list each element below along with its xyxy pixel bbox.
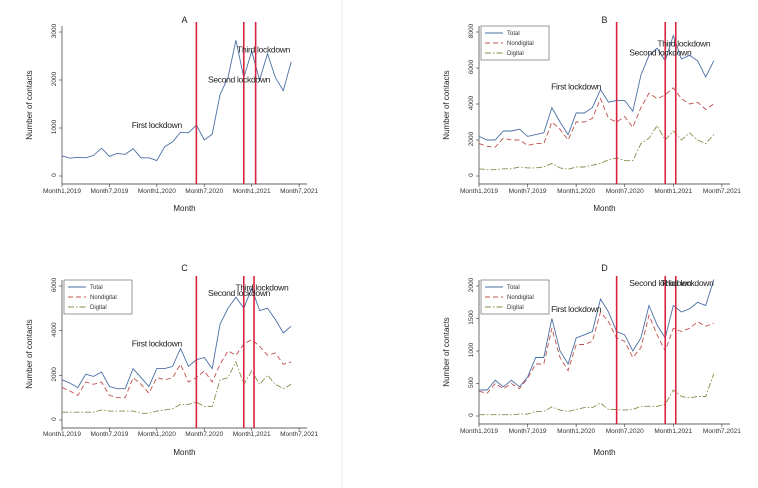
panel-background-bottom-right <box>424 252 758 488</box>
lockdown-annotation: Second lockdown <box>208 288 271 298</box>
x-tick-label: Month1,2021 <box>654 428 692 435</box>
x-tick-label: Month1,2020 <box>138 188 176 195</box>
charts-container: A 0 1000 2000 3000 Month1,2019 Month7,2019 Mont… <box>25 15 741 457</box>
y-tick-label: 1500 <box>468 310 475 325</box>
legend-label-nondigital: Nondigital <box>507 41 534 47</box>
lockdown-annotation: Second lockdown <box>629 47 692 57</box>
y-tick-label: 0 <box>468 173 475 177</box>
x-tick-label: Month7,2019 <box>509 188 547 195</box>
legend-box <box>480 279 550 315</box>
y-tick-label: 0 <box>51 173 58 177</box>
y-tick-label: 2000 <box>468 277 475 292</box>
lockdown-annotation: Third lockdown <box>235 282 289 292</box>
y-tick-label: 1000 <box>51 119 58 134</box>
panel-A: A 0 1000 2000 3000 Month1,2019 Month7,2019 Mont… <box>25 15 318 213</box>
lockdown-annotation: Second lockdown <box>629 278 692 288</box>
y-tick-label: 3000 <box>51 23 58 38</box>
panel-title: B <box>601 15 607 25</box>
series-line-total <box>478 34 715 141</box>
y-axis-title: Number of contacts <box>25 70 34 139</box>
legend-box <box>480 25 550 61</box>
series-line-nondigital <box>478 311 714 394</box>
x-tick-label: Month7,2021 <box>280 431 318 438</box>
lockdown-annotation: Third lockdown <box>657 38 711 48</box>
x-tick-label: Month7,2020 <box>185 188 223 195</box>
x-tick-label: Month7,2020 <box>606 428 644 435</box>
series-line-nondigital <box>61 339 292 399</box>
y-axis-title: Number of contacts <box>25 319 34 388</box>
y-tick-label: 2000 <box>51 367 58 382</box>
panel-title: A <box>181 15 187 25</box>
y-tick-label: 8000 <box>468 23 475 38</box>
legend-label-nondigital: Nondigital <box>507 295 534 301</box>
x-tick-label: Month1,2019 <box>460 428 498 435</box>
legend-label-total: Total <box>507 285 520 291</box>
series-line-digital <box>62 360 292 414</box>
x-tick-label: Month7,2020 <box>606 188 644 195</box>
legend-label-digital: Digital <box>507 305 524 311</box>
lockdown-annotation: Third lockdown <box>237 45 291 55</box>
y-tick-label: 6000 <box>51 277 58 292</box>
panel-D: D 0 500 1000 1500 2000 Month1,2019 Month7,2019 M… <box>442 263 741 457</box>
lockdown-annotation: Second lockdown <box>208 74 271 84</box>
x-axis-title: Month <box>173 448 195 457</box>
y-tick-label: 0 <box>468 413 475 417</box>
y-tick-label: 6000 <box>468 59 475 74</box>
series-line-total <box>479 279 715 391</box>
lockdown-annotation: First lockdown <box>551 304 602 314</box>
panel-background-bottom-left <box>0 252 340 488</box>
series-line-nondigital <box>478 87 715 148</box>
y-tick-label: 4000 <box>468 95 475 110</box>
series-line-total <box>61 286 292 390</box>
y-tick-label: 1000 <box>468 342 475 357</box>
panel-title: C <box>181 263 188 273</box>
x-tick-label: Month1,2020 <box>138 431 176 438</box>
panel-C: C 0 2000 4000 6000 Month1,2019 Month7,2019 Mont… <box>25 263 318 457</box>
y-tick-label: 4000 <box>51 322 58 337</box>
lockdown-annotation: First lockdown <box>551 82 602 92</box>
panel-B: B 0 2000 4000 6000 8000 Month1,2019 Month7,2019… <box>442 15 741 213</box>
lockdown-annotation: First lockdown <box>132 120 183 130</box>
legend-label-digital: Digital <box>507 51 524 57</box>
panel-background-top-left <box>0 0 340 236</box>
y-axis-title: Number of contacts <box>442 70 451 139</box>
series-line-total <box>61 40 292 162</box>
legend-label-total: Total <box>90 285 103 291</box>
x-tick-label: Month1,2019 <box>43 188 81 195</box>
y-tick-label: 500 <box>468 377 475 388</box>
x-axis-title: Month <box>593 448 615 457</box>
lockdown-annotation: Third lockdown <box>661 278 715 288</box>
x-tick-label: Month1,2020 <box>557 428 595 435</box>
series-line-digital <box>478 124 715 171</box>
panel-background-top-right <box>424 0 758 236</box>
y-axis-title: Number of contacts <box>442 317 451 386</box>
x-tick-label: Month7,2019 <box>509 428 547 435</box>
x-tick-label: Month7,2019 <box>90 431 128 438</box>
y-tick-label: 2000 <box>468 131 475 146</box>
y-tick-label: 0 <box>51 417 58 421</box>
y-tick-label: 2000 <box>51 71 58 86</box>
x-axis-title: Month <box>173 204 195 213</box>
x-tick-label: Month1,2021 <box>654 188 692 195</box>
legend-box <box>63 279 133 315</box>
x-tick-label: Month1,2021 <box>233 188 271 195</box>
x-tick-label: Month1,2019 <box>460 188 498 195</box>
x-tick-label: Month7,2020 <box>185 431 223 438</box>
x-tick-label: Month1,2020 <box>557 188 595 195</box>
legend-label-total: Total <box>507 31 520 37</box>
x-axis-title: Month <box>593 204 615 213</box>
x-tick-label: Month1,2021 <box>233 431 271 438</box>
x-tick-label: Month7,2021 <box>280 188 318 195</box>
series-line-digital <box>479 373 715 416</box>
panel-title: D <box>601 263 608 273</box>
x-tick-label: Month7,2019 <box>90 188 128 195</box>
legend-label-digital: Digital <box>90 305 107 311</box>
legend-label-nondigital: Nondigital <box>90 295 117 301</box>
x-tick-label: Month7,2021 <box>703 428 741 435</box>
lockdown-annotation: First lockdown <box>132 338 183 348</box>
x-tick-label: Month7,2021 <box>703 188 741 195</box>
x-tick-label: Month1,2019 <box>43 431 81 438</box>
